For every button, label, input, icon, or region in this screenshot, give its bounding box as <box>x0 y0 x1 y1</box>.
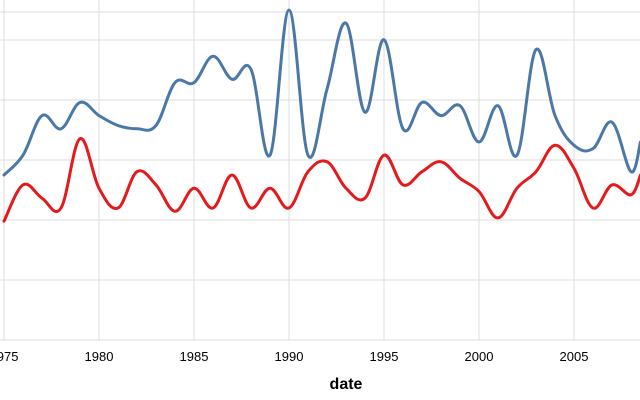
x-tick-label-1980: 1980 <box>85 349 114 364</box>
x-tick-label-2005: 2005 <box>560 349 589 364</box>
x-tick-label-2000: 2000 <box>465 349 494 364</box>
vertical-gridlines <box>3 0 575 340</box>
x-axis-title: date <box>330 376 363 393</box>
x-tick-label-1985: 1985 <box>180 349 209 364</box>
series-lines <box>2 8 640 223</box>
x-tick-label-1995: 1995 <box>370 349 399 364</box>
x-axis-tick-labels: 1975 1980 1985 1990 1995 2000 2005 <box>0 349 588 364</box>
x-tick-label-1975: 1975 <box>0 349 18 364</box>
x-tick-label-1990: 1990 <box>275 349 304 364</box>
series-line-1 <box>2 8 640 177</box>
series-line-2 <box>2 137 640 223</box>
horizontal-gridlines <box>0 11 640 341</box>
